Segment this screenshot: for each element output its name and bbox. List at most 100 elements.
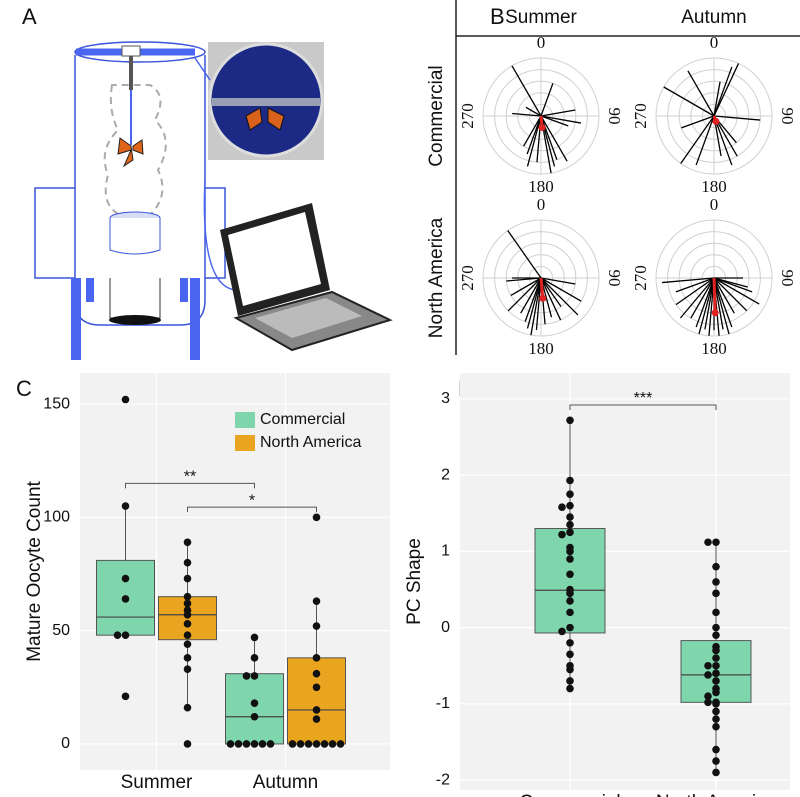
light-housing [109,218,161,255]
vector [695,277,715,328]
significance-bracket [187,506,317,513]
point [336,740,345,748]
point [183,640,192,649]
vector [540,115,568,162]
point [312,683,321,692]
point [312,597,321,605]
vector [695,115,715,166]
point [712,646,720,655]
point [250,699,259,707]
point [712,608,720,617]
y-tick-label: 0 [441,619,450,636]
point [704,692,712,701]
vector [663,86,715,117]
point [712,669,720,678]
point [566,501,574,510]
point [566,623,574,632]
leg [190,278,200,360]
x-tick-label: Summer [121,772,193,793]
point [266,740,275,748]
point [183,592,192,601]
angle-label: 0 [710,33,719,52]
vector [524,277,542,322]
panel-label: B [490,4,505,29]
y-tick-label: 100 [43,509,70,526]
significance-label: ** [184,469,196,486]
point [288,740,297,748]
point [250,712,259,721]
point [183,574,192,583]
mount [121,45,141,57]
vector [540,277,579,316]
angle-label: 180 [528,177,554,196]
point [566,608,574,617]
point [183,654,192,662]
point [712,538,720,547]
point [113,631,122,639]
vector [713,81,721,117]
significance-label: *** [634,390,653,407]
vector [540,115,558,160]
point [183,620,192,628]
point [566,684,574,693]
angle-label: 270 [631,103,650,129]
box [225,673,284,745]
apparatus-illustration [34,41,393,360]
mean-vector [712,277,717,313]
point [712,677,720,685]
vector [713,277,748,312]
point [121,692,130,701]
point [712,623,720,632]
photo-butterfly [245,107,285,131]
point [566,490,574,499]
y-axis-label: PC Shape [404,538,425,625]
x-tick-label: Autumn [253,772,318,793]
photo-bar [212,98,320,106]
point [183,538,192,547]
point [242,672,251,680]
point [312,513,321,522]
point [704,661,712,670]
angle-label: 180 [701,177,727,196]
point [242,740,251,748]
point [704,538,712,547]
point [121,631,130,639]
point [312,669,321,678]
laptop-screen [228,212,321,306]
point [312,622,321,630]
angle-label: 270 [458,103,477,129]
angle-label: 0 [537,33,546,52]
point [183,558,192,567]
vector [713,277,730,335]
point [704,698,712,707]
vector [540,109,576,117]
point [712,631,720,640]
angle-label: 270 [458,265,477,291]
point [712,688,720,697]
point [712,757,720,765]
vector [680,115,715,164]
point [712,707,720,716]
vector [507,230,542,279]
vector [526,115,542,155]
point [566,570,574,579]
vector [698,277,715,335]
cable [203,179,236,291]
y-tick-label: 3 [441,390,450,407]
vector [661,277,715,284]
point [312,740,321,748]
vector [713,277,733,328]
panel-label: A [22,4,37,29]
point [566,555,574,563]
vector [540,277,576,285]
point [558,627,566,636]
y-tick-label: 50 [52,622,70,639]
vector [526,115,542,167]
significance-label: * [249,492,255,509]
vector [511,65,542,117]
angle-label: 90 [778,270,797,287]
y-tick-label: 0 [61,735,70,752]
leg [180,278,188,302]
vector [713,277,735,314]
point [183,599,192,608]
